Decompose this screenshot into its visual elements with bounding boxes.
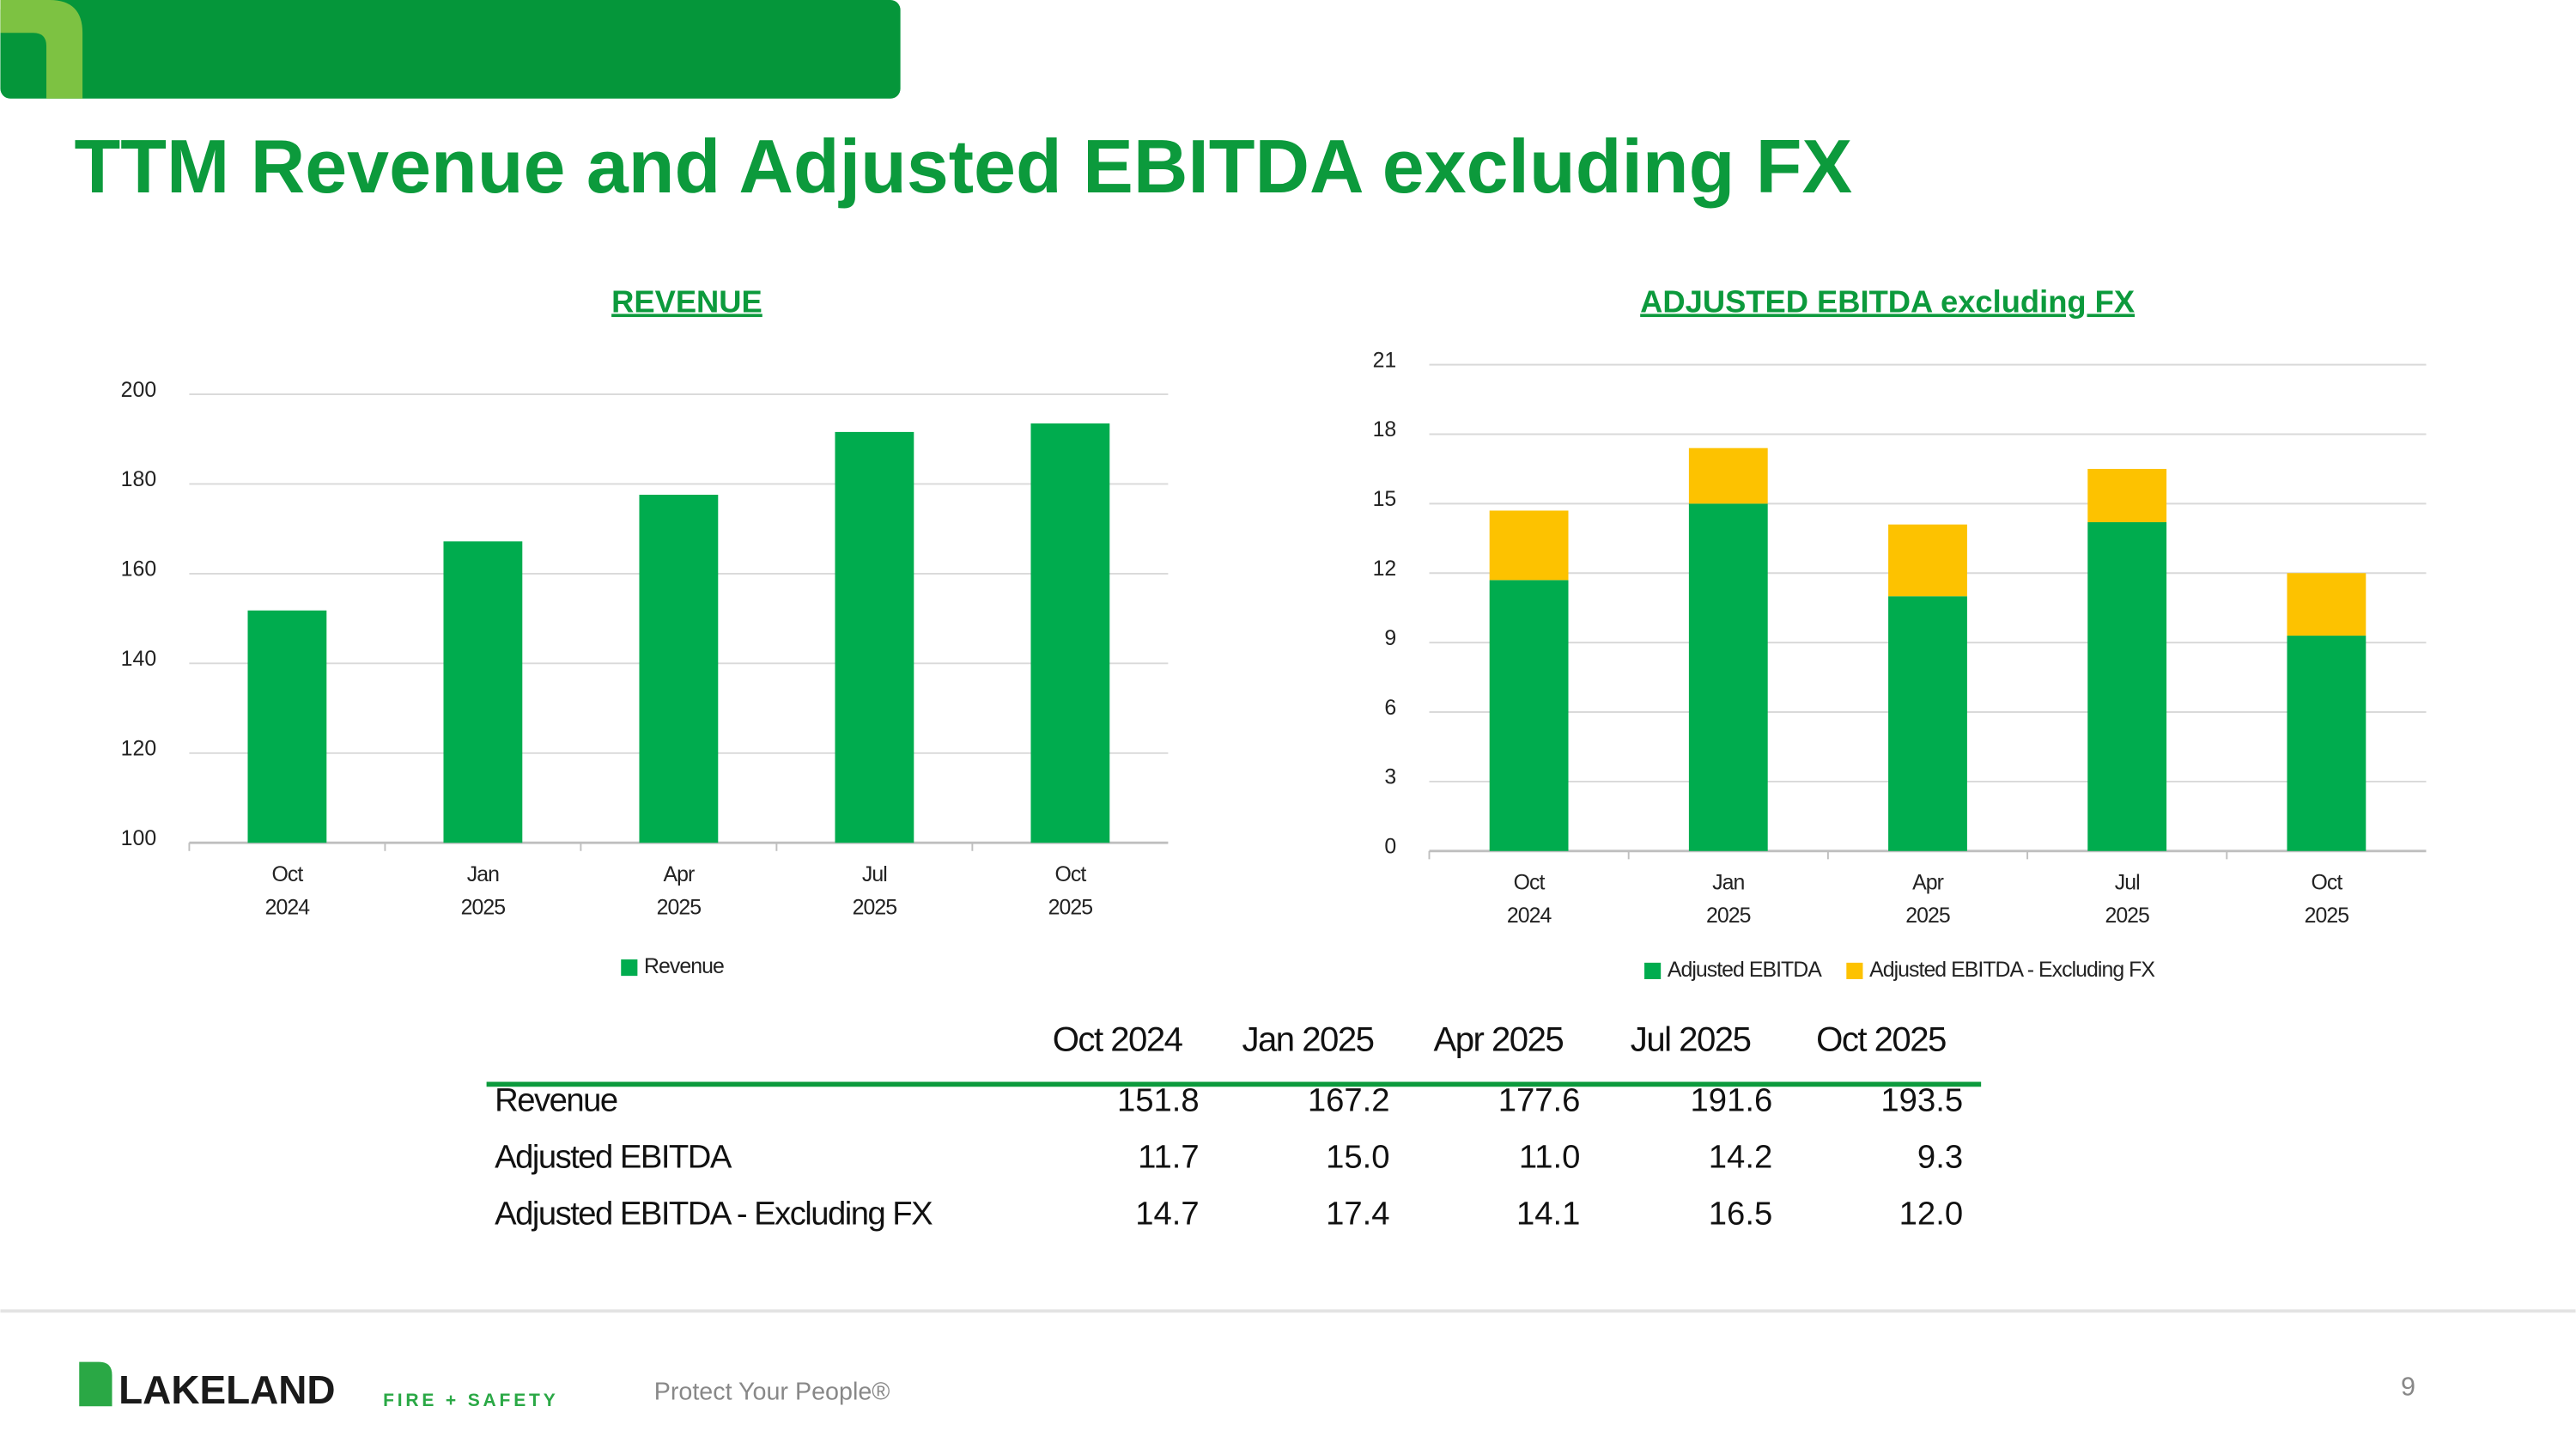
brand-sub: FIRE + SAFETY [383,1391,558,1410]
cell: 11.0 [1519,1139,1581,1176]
bar [2087,468,2167,522]
x-tick-label: Oct [2311,871,2342,895]
bar [1888,596,1967,851]
header-logo [0,0,83,99]
x-tick-label: Oct [1514,871,1546,895]
x-tick-label: 2024 [1507,904,1552,928]
bar [247,610,327,843]
slide-title: TTM Revenue and Adjusted EBITDA excludin… [75,124,1853,209]
cell: 15.0 [1326,1139,1389,1176]
cell: 9.3 [1917,1139,1963,1176]
bar [1030,423,1110,843]
x-tick-label: 2025 [2305,904,2349,928]
x-tick-label: 2025 [657,895,702,919]
bar [2087,521,2167,851]
x-tick-label: Oct [271,862,303,886]
chart-title: ADJUSTED EBITDA excluding FX [1640,283,2135,319]
x-tick-label: 2025 [853,895,897,919]
y-tick-label: 140 [121,647,156,671]
bar [2287,636,2366,851]
cell: 191.6 [1691,1082,1773,1119]
cell: 12.0 [1899,1196,1963,1233]
x-tick-label: Jan [1712,871,1744,895]
footer-logo [79,1361,112,1407]
row-label: Revenue [495,1082,617,1119]
legend-swatch [621,959,638,977]
y-tick-label: 21 [1373,348,1397,372]
legend-swatch [1644,962,1662,979]
legend-swatch [1846,962,1863,979]
bar [835,431,914,843]
x-tick-label: 2024 [265,895,311,919]
bar [1489,510,1569,581]
x-tick-label: 2025 [1905,904,1950,928]
y-tick-label: 12 [1373,557,1397,581]
table-header: Jan 2025 [1242,1020,1373,1058]
brand: LAKELAND [118,1367,335,1412]
cell: 14.7 [1135,1196,1199,1233]
bar [1888,524,1967,597]
bar [2287,573,2366,636]
table-header: Jul 2025 [1631,1020,1751,1058]
table-header: Oct 2024 [1053,1020,1183,1058]
y-tick-label: 3 [1384,765,1396,789]
page-number: 9 [2401,1372,2415,1401]
header-band [0,0,901,99]
x-tick-label: 2025 [461,895,506,919]
bar [1688,447,1768,504]
y-tick-label: 180 [121,467,156,491]
y-tick-label: 160 [121,557,156,581]
chart-title: REVENUE [611,283,762,319]
tagline: Protect Your People® [654,1379,890,1406]
bar [443,541,523,843]
cell: 193.5 [1880,1082,1963,1119]
bar [1688,503,1768,851]
y-tick-label: 15 [1373,487,1397,511]
cell: 177.6 [1498,1082,1581,1119]
y-tick-label: 18 [1373,417,1397,441]
y-tick-label: 200 [121,378,156,402]
x-tick-label: Jul [2115,871,2140,895]
y-tick-label: 100 [121,826,156,850]
row-label: Adjusted EBITDA - Excluding FX [495,1196,933,1233]
x-tick-label: Apr [1912,871,1943,895]
x-tick-label: Apr [663,862,694,886]
y-tick-label: 9 [1384,626,1396,650]
cell: 17.4 [1326,1196,1389,1233]
x-tick-label: Jul [862,862,887,886]
cell: 14.1 [1516,1196,1580,1233]
bar [639,495,719,843]
y-tick-label: 120 [121,737,156,761]
x-tick-label: Jan [467,862,499,886]
table-header: Oct 2025 [1816,1020,1946,1058]
cell: 167.2 [1308,1082,1390,1119]
cell: 14.2 [1709,1139,1772,1176]
x-tick-label: Oct [1054,862,1086,886]
legend-label: Adjusted EBITDA - Excluding FX [1869,958,2155,982]
table-header: Apr 2025 [1433,1020,1563,1058]
y-tick-label: 6 [1384,696,1396,720]
cell: 11.7 [1138,1139,1200,1176]
y-tick-label: 0 [1384,835,1396,859]
cell: 16.5 [1709,1196,1772,1233]
legend-label: Revenue [644,954,724,978]
cell: 151.8 [1117,1082,1200,1119]
x-tick-label: 2025 [1706,904,1751,928]
x-tick-label: 2025 [2105,904,2149,928]
legend-label: Adjusted EBITDA [1668,958,1822,982]
x-tick-label: 2025 [1048,895,1093,919]
row-label: Adjusted EBITDA [495,1139,732,1176]
bar [1489,580,1569,851]
